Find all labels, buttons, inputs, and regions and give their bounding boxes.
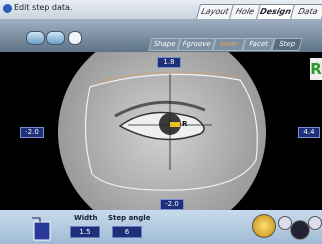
measure-left: -2.0	[20, 127, 44, 138]
toolbar-button[interactable]	[68, 31, 82, 45]
subtab[interactable]: Fgroove	[177, 38, 215, 51]
lens-view: R 1.8 -2.0 4.4 -2.0 R	[0, 52, 322, 210]
toolbar-button[interactable]	[46, 31, 65, 45]
measure-right: 4.4	[298, 127, 320, 138]
tab[interactable]: Data	[290, 4, 322, 19]
app-window: Edit step data. Layout Hole Design Data …	[0, 0, 322, 244]
step-icon	[30, 214, 54, 242]
subtab[interactable]: Facet	[242, 38, 274, 51]
field-label: Width	[74, 214, 97, 222]
screen-title: Edit step data.	[14, 3, 72, 12]
toolbar-button[interactable]	[26, 31, 45, 45]
field-label: Step angle	[108, 214, 150, 222]
subtab[interactable]: Shape	[148, 38, 180, 51]
field-value[interactable]: 1.5	[70, 226, 100, 238]
measure-bottom: -2.0	[160, 199, 184, 210]
info-icon	[3, 4, 12, 13]
round-button[interactable]	[290, 220, 310, 240]
subtab-active[interactable]: Step	[271, 38, 302, 51]
center-marker	[170, 122, 180, 127]
action-button[interactable]	[252, 214, 276, 238]
tab[interactable]: Layout	[196, 4, 234, 19]
eye-label: R	[182, 120, 187, 128]
round-button[interactable]	[308, 216, 322, 230]
lens-canvas	[0, 52, 322, 210]
field-value[interactable]: 6	[112, 226, 142, 238]
tab-active[interactable]: Design	[256, 4, 295, 19]
measure-top: 1.8	[157, 57, 181, 68]
subtab[interactable]: Inner	[212, 38, 245, 51]
side-indicator: R	[310, 58, 322, 80]
